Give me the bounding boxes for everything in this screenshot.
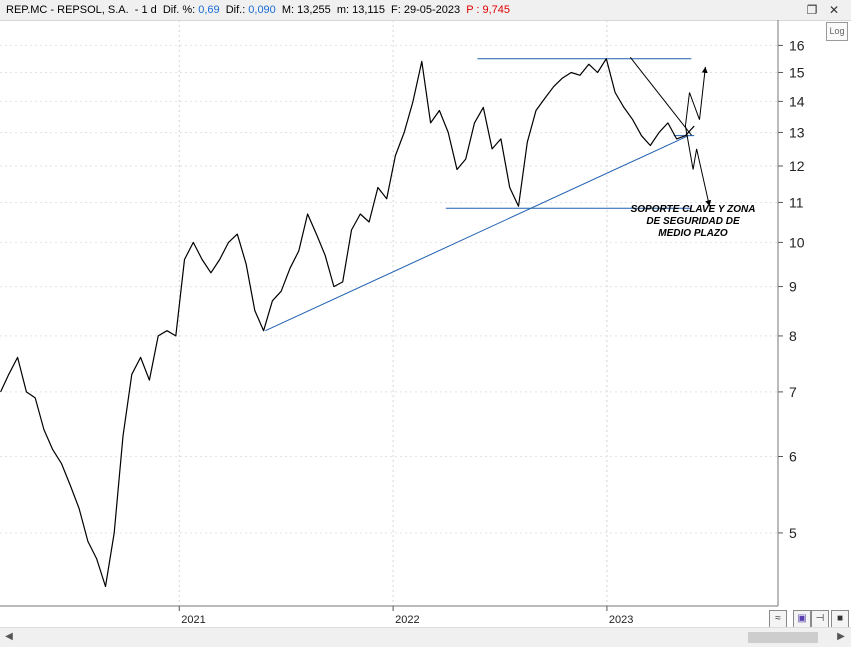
symbol-label: REP.MC - REPSOL, S.A. <box>6 4 129 16</box>
y-tick-label: 13 <box>789 124 805 140</box>
y-tick-label: 6 <box>789 449 797 465</box>
max-label: M: 13,255 <box>281 4 331 16</box>
price-line <box>0 58 695 588</box>
price-label: P : 9,745 <box>466 4 511 16</box>
support-annotation: SOPORTE CLAVE Y ZONA DE SEGURIDAD DE MED… <box>620 204 766 240</box>
fill-square-icon[interactable]: ■ <box>831 610 849 628</box>
projection-arrow <box>684 66 708 127</box>
axes: 2021 2022 2023 5 6 7 8 9 10 11 12 13 14 15 16 <box>0 20 805 626</box>
close-button[interactable]: ✕ <box>828 3 840 17</box>
min-label: m: 13,115 <box>336 4 385 16</box>
chart-mode-icon[interactable]: ≈ <box>769 610 787 628</box>
interval-label: - 1 d <box>134 4 157 16</box>
y-tick-label: 9 <box>789 279 797 295</box>
y-tick-label: 10 <box>789 234 805 250</box>
dif-pct-label: Dif. %: <box>162 4 196 16</box>
y-tick-label: 8 <box>789 328 797 344</box>
scroll-right-icon[interactable]: ▶ <box>837 631 845 642</box>
y-tick-label: 7 <box>789 384 797 400</box>
dif-pct-value: 0,69 <box>198 4 220 16</box>
projection-arrows <box>684 66 712 207</box>
horizontal-scrollbar[interactable]: ◀ ▶ <box>0 627 851 647</box>
trend-line <box>265 135 689 332</box>
y-tick-label: 15 <box>789 64 805 80</box>
projection-arrow <box>684 125 712 207</box>
date-label: F: 29-05-2023 <box>391 4 461 16</box>
restore-button[interactable]: ❐ <box>806 3 818 17</box>
dif-value: 0,090 <box>248 4 276 16</box>
trendlines <box>265 57 695 332</box>
save-icon[interactable]: ▣ <box>793 610 811 628</box>
pin-icon[interactable]: ⊣ <box>811 610 829 628</box>
y-tick-label: 12 <box>789 158 805 174</box>
scroll-thumb[interactable] <box>748 632 818 643</box>
scroll-left-icon[interactable]: ◀ <box>5 631 13 642</box>
annotation-line: MEDIO PLAZO <box>658 228 728 239</box>
dif-label: Dif.: <box>225 4 246 16</box>
y-tick-label: 11 <box>789 194 804 210</box>
x-tick-label: 2023 <box>609 614 633 626</box>
y-tick-label: 5 <box>789 525 797 541</box>
price-series <box>0 58 695 588</box>
quote-info: REP.MC - REPSOL, S.A. - 1 d Dif. %: 0,69 … <box>6 0 513 20</box>
grid <box>0 20 778 606</box>
annotation-line: SOPORTE CLAVE Y ZONA <box>630 204 756 215</box>
y-tick-label: 14 <box>789 93 805 109</box>
annotation-line: DE SEGURIDAD DE <box>646 216 740 227</box>
x-tick-label: 2021 <box>181 614 205 626</box>
title-bar: REP.MC - REPSOL, S.A. - 1 d Dif. %: 0,69 … <box>0 0 851 21</box>
trend-line <box>629 57 693 136</box>
log-scale-button[interactable]: Log <box>826 22 848 41</box>
y-tick-label: 16 <box>789 37 805 53</box>
x-tick-label: 2022 <box>395 614 419 626</box>
